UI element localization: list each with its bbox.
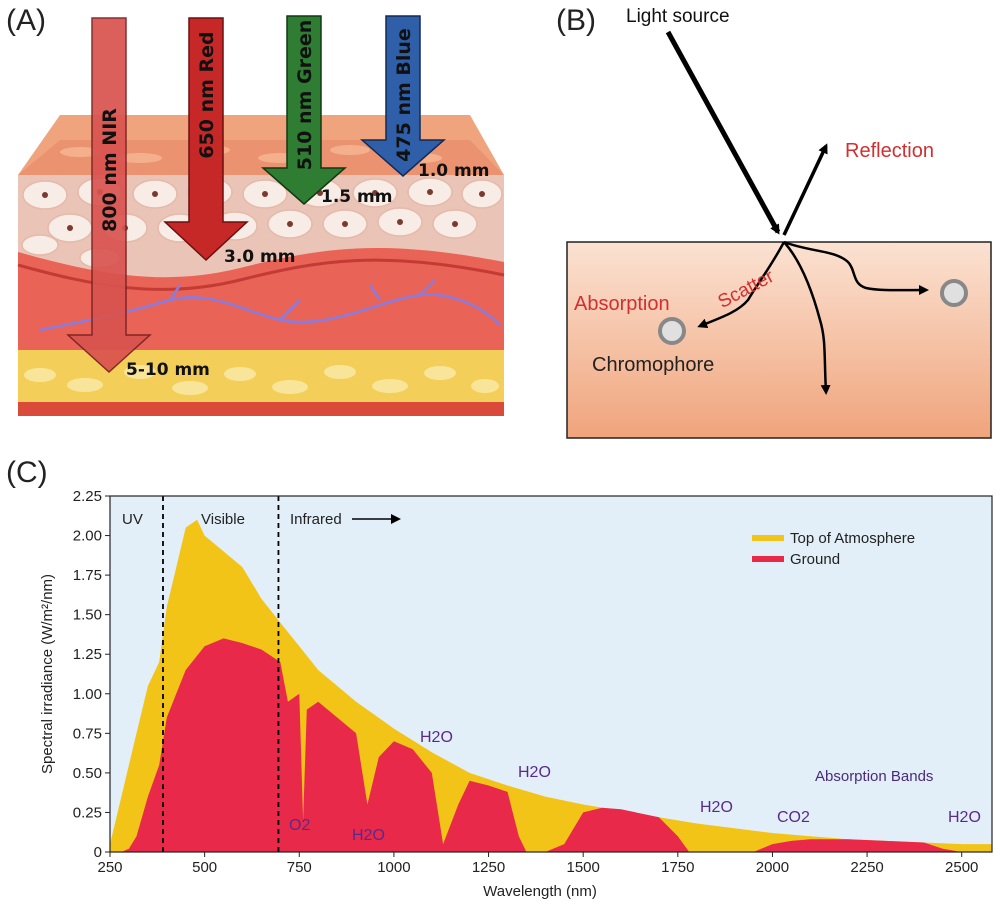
x-tick-label: 250 <box>97 859 122 876</box>
x-tick-label: 2000 <box>756 859 789 876</box>
absorption-label: Absorption <box>574 293 670 315</box>
o2-band-label: O2 <box>289 817 310 834</box>
incident-light-arrow <box>665 30 781 235</box>
legend-label-ground: Ground <box>790 551 840 568</box>
blue-arrow: 475 nm Blue <box>360 15 446 177</box>
panel-a-label: (A) <box>6 4 46 37</box>
legend: Top of Atmosphere Ground <box>752 530 915 568</box>
depth-5-10mm: 5-10 mm <box>126 360 210 380</box>
x-tick-label: 1250 <box>472 859 505 876</box>
blue-arrow-label: 475 nm Blue <box>393 28 415 162</box>
green-arrow: 510 nm Green <box>261 15 347 205</box>
dermis-layer <box>18 245 504 350</box>
x-tick-label: 500 <box>192 859 217 876</box>
y-tick-label: 1.00 <box>73 686 102 703</box>
x-tick-label: 1750 <box>661 859 694 876</box>
x-tick-label: 1500 <box>566 859 599 876</box>
co2-band-label: CO2 <box>777 809 810 826</box>
y-tick-label: 1.25 <box>73 646 102 663</box>
panel-b-label: (B) <box>556 4 596 37</box>
h2o-band-label-5: H2O <box>948 809 981 826</box>
y-tick-label: 1.75 <box>73 567 102 584</box>
y-tick-label: 2.25 <box>73 488 102 505</box>
nir-arrow: 800 nm NIR <box>66 17 152 374</box>
x-axis-label: Wavelength (nm) <box>483 883 597 900</box>
reflection-label: Reflection <box>845 140 934 162</box>
depth-3mm: 3.0 mm <box>224 247 295 267</box>
x-tick-label: 2500 <box>945 859 978 876</box>
chromophore-right <box>940 279 968 307</box>
visible-region-label: Visible <box>201 511 245 528</box>
scatter-paths <box>697 240 929 395</box>
h2o-band-label-3: H2O <box>518 764 551 781</box>
infrared-region-label: Infrared <box>290 511 342 528</box>
y-tick-label: 0.25 <box>73 804 102 821</box>
light-source-label: Light source <box>626 6 730 27</box>
y-tick-label: 0.75 <box>73 725 102 742</box>
uv-region-label: UV <box>122 511 143 528</box>
x-tick-label: 750 <box>287 859 312 876</box>
plot-frame <box>109 495 993 853</box>
depth-1-5mm: 1.5 mm <box>321 187 392 207</box>
y-tick-label: 0.50 <box>73 765 102 782</box>
legend-label-top-atmosphere: Top of Atmosphere <box>790 530 915 547</box>
red-arrow: 650 nm Red <box>163 17 249 262</box>
h2o-band-label-4: H2O <box>700 799 733 816</box>
depth-1mm: 1.0 mm <box>418 161 489 181</box>
x-tick-label: 1000 <box>377 859 410 876</box>
nir-arrow-label: 800 nm NIR <box>99 108 121 232</box>
y-axis-label: Spectral irradiance (W/m²/nm) <box>39 574 56 774</box>
panel-c-label: (C) <box>6 456 48 489</box>
h2o-band-label-1: H2O <box>352 827 385 844</box>
chromophore-absorbing <box>658 317 686 345</box>
tissue-block <box>566 241 992 439</box>
molecule-labels: O2 H2O H2O H2O H2O CO2 H2O <box>289 729 981 844</box>
reflection-arrow <box>782 143 828 236</box>
x-tick-label: 2250 <box>850 859 883 876</box>
h2o-band-label-2: H2O <box>420 729 453 746</box>
muscle-layer <box>18 400 504 416</box>
chromophore-label: Chromophore <box>592 354 714 376</box>
red-arrow-label: 650 nm Red <box>196 31 218 158</box>
green-arrow-label: 510 nm Green <box>294 20 316 170</box>
fat-cells <box>24 365 499 395</box>
area-ground <box>121 638 993 852</box>
absorption-bands-label: Absorption Bands <box>815 768 933 785</box>
y-tick-label: 2.00 <box>73 528 102 545</box>
y-tick-label: 1.50 <box>73 607 102 624</box>
y-tick-label: 0 <box>94 844 102 861</box>
